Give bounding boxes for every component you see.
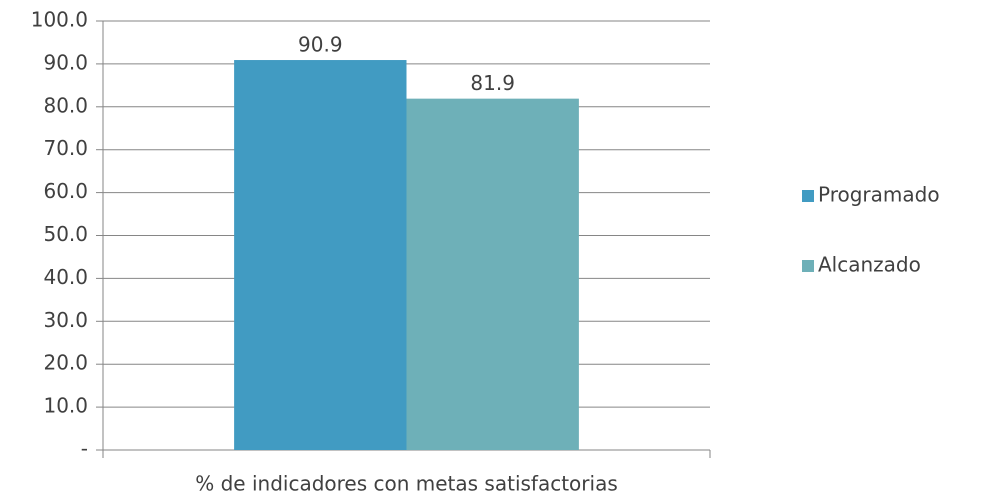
y-tick-label: 30.0 bbox=[43, 308, 88, 332]
y-tick-label: 10.0 bbox=[43, 394, 88, 418]
y-tick-label: 80.0 bbox=[43, 93, 88, 117]
y-tick-label: 60.0 bbox=[43, 179, 88, 203]
y-tick-label: 40.0 bbox=[43, 265, 88, 289]
y-tick-label: 20.0 bbox=[43, 351, 88, 375]
legend-swatch bbox=[802, 260, 814, 272]
legend-label: Alcanzado bbox=[818, 253, 921, 277]
y-tick-label: - bbox=[81, 437, 88, 461]
x-tick-label: % de indicadores con metas satisfactoria… bbox=[195, 472, 618, 496]
data-label: 81.9 bbox=[470, 71, 515, 95]
y-tick-label: 90.0 bbox=[43, 50, 88, 74]
y-tick-label: 50.0 bbox=[43, 222, 88, 246]
bar bbox=[406, 98, 579, 451]
bar bbox=[234, 60, 407, 450]
legend-swatch bbox=[802, 190, 814, 202]
y-tick-label: 70.0 bbox=[43, 136, 88, 160]
y-tick-label: 100.0 bbox=[31, 8, 88, 32]
legend-label: Programado bbox=[818, 183, 940, 207]
data-label: 90.9 bbox=[298, 33, 343, 57]
